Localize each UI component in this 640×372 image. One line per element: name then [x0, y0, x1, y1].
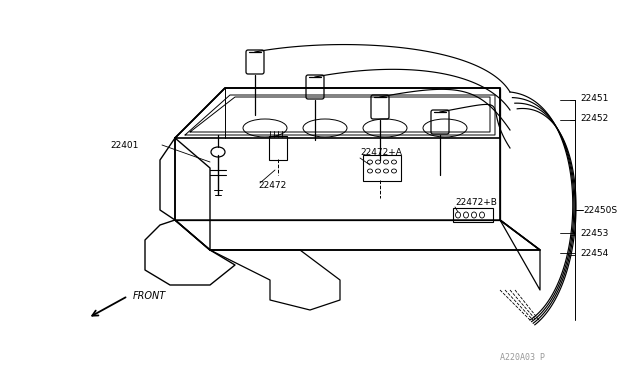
- Text: 22450S: 22450S: [583, 205, 617, 215]
- Text: 22453: 22453: [580, 228, 609, 237]
- Text: 22454: 22454: [580, 248, 608, 257]
- Text: 22472+B: 22472+B: [455, 198, 497, 206]
- Text: 22401: 22401: [110, 141, 138, 150]
- Text: 22451: 22451: [580, 93, 609, 103]
- Text: 22472+A: 22472+A: [360, 148, 402, 157]
- Text: 22472: 22472: [258, 180, 286, 189]
- Text: A220A03 P: A220A03 P: [500, 353, 545, 362]
- Text: 22452: 22452: [580, 113, 608, 122]
- Text: FRONT: FRONT: [133, 291, 166, 301]
